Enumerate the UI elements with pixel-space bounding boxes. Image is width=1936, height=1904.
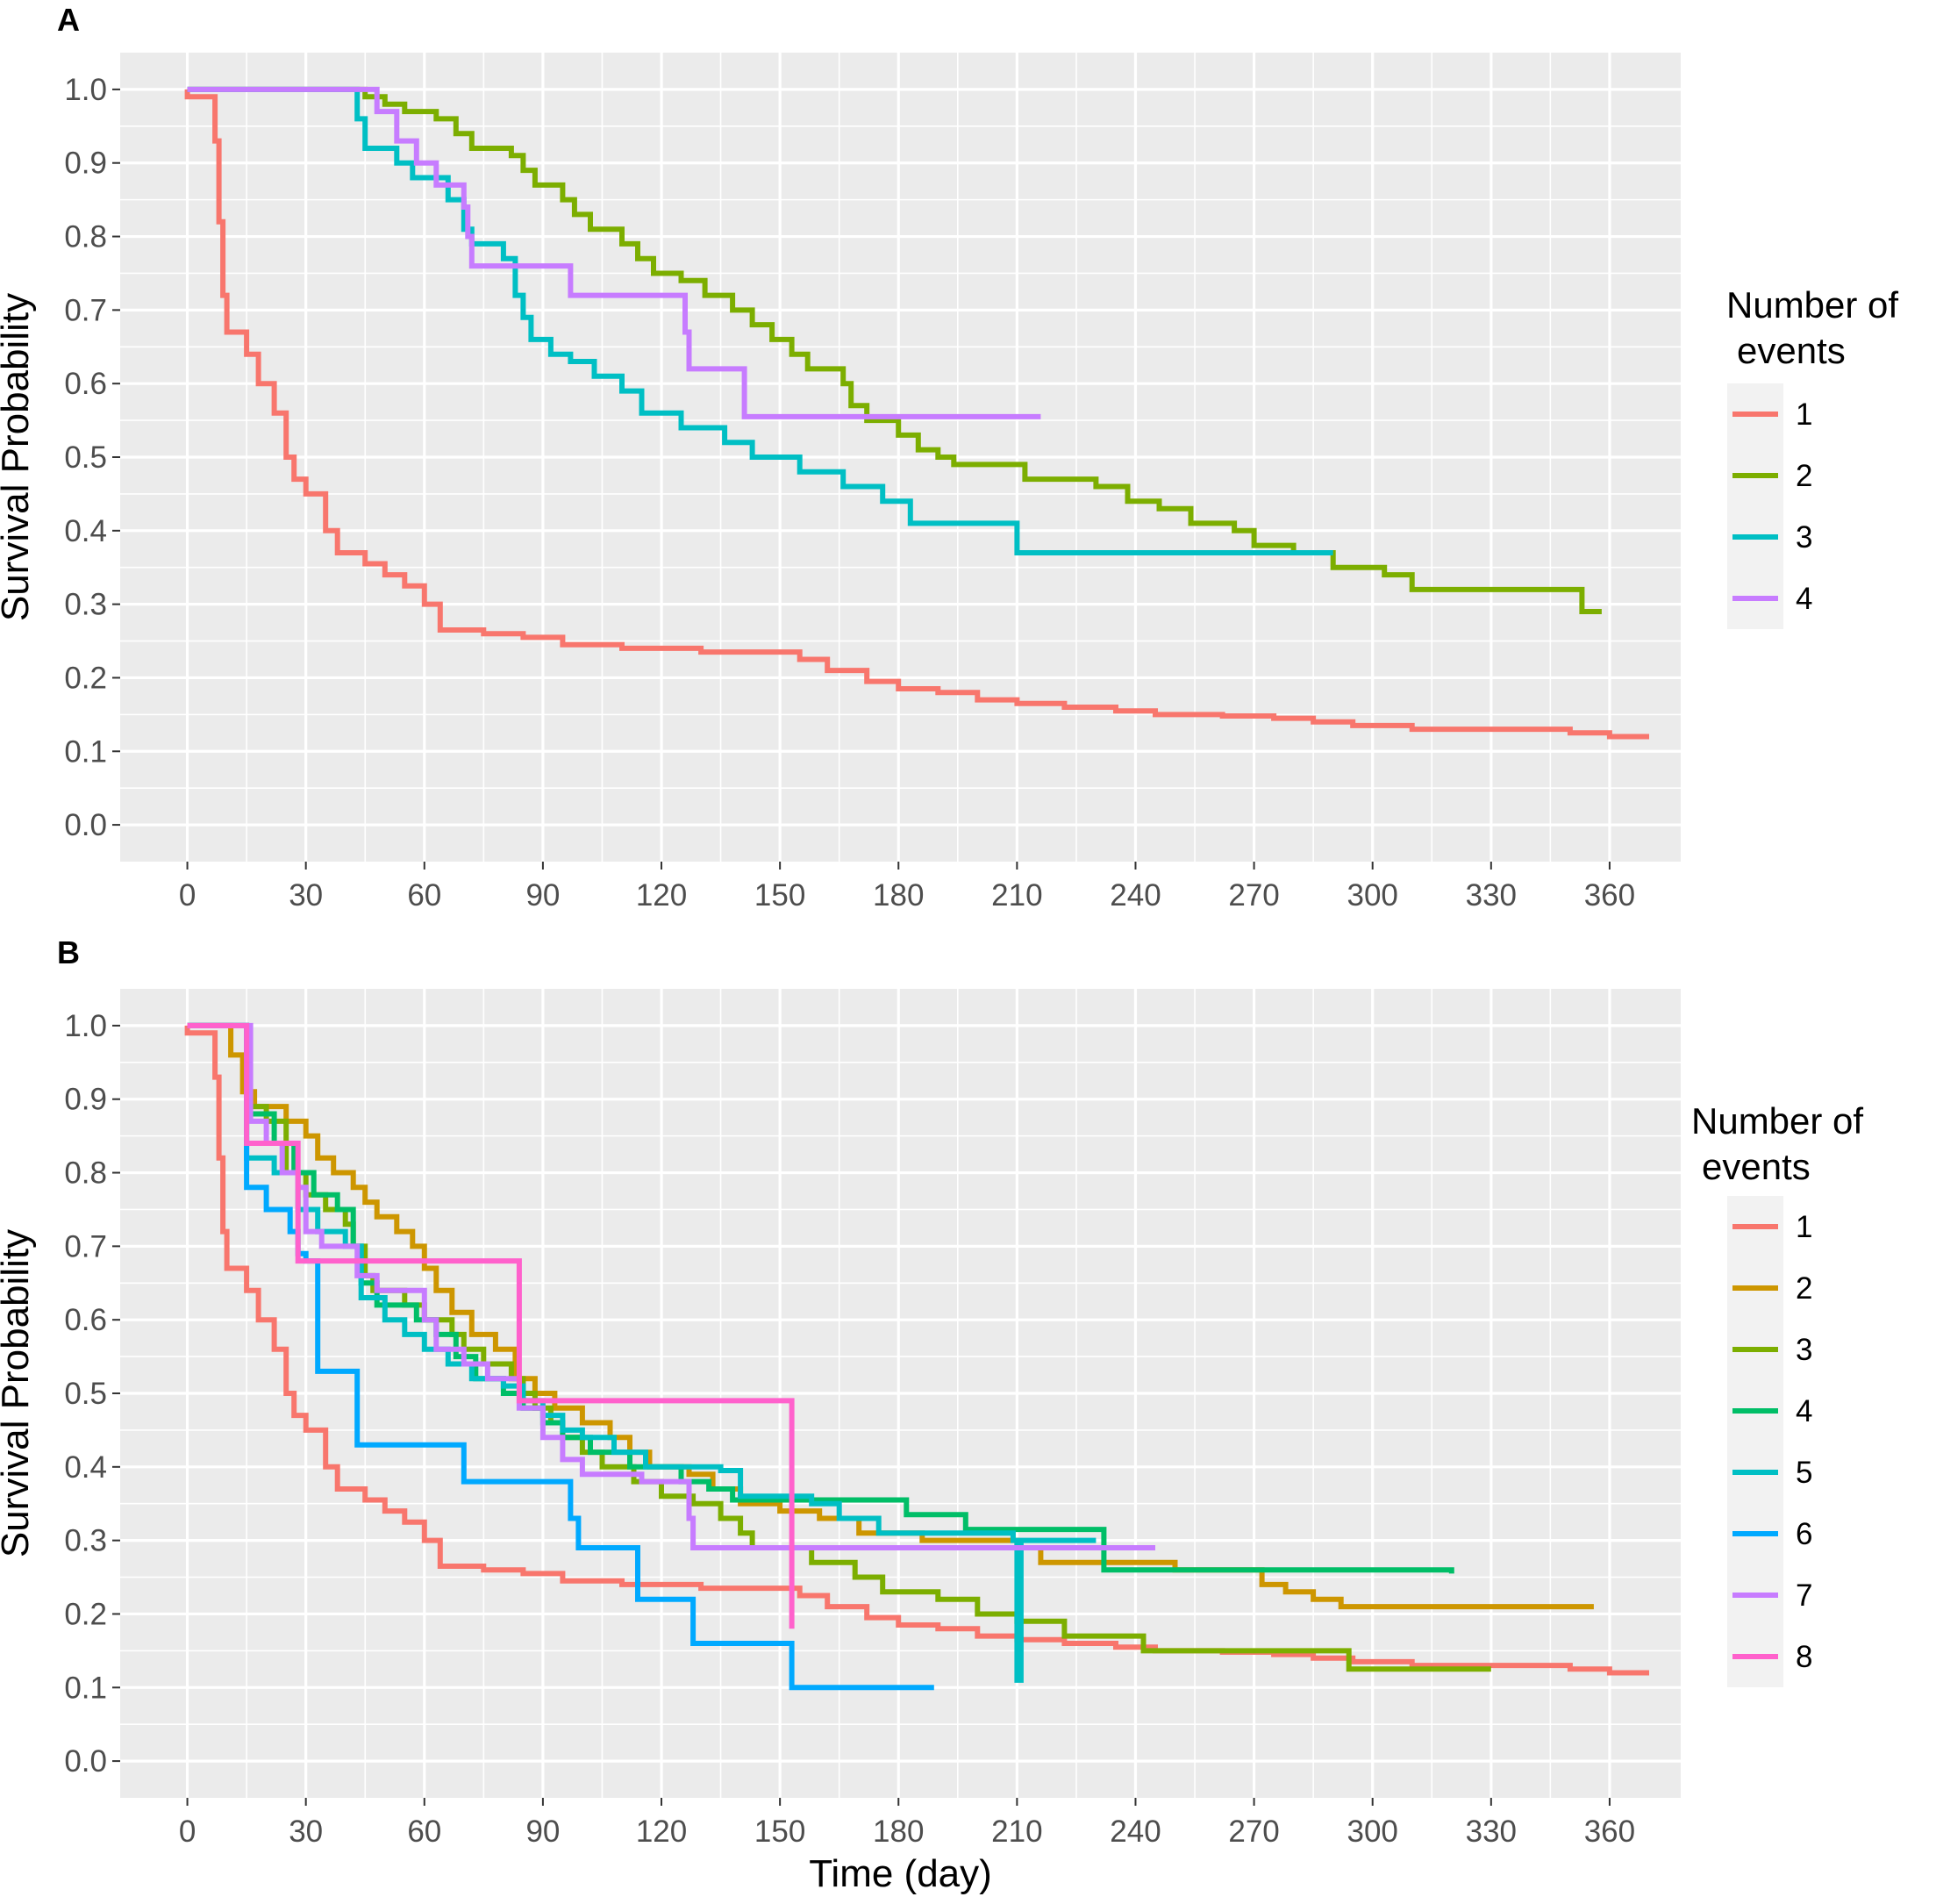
chart-panel-b: B 0 30 60 90 120 150 180 210 240 270 300 330 360 0.0 0.… (0, 934, 1863, 1895)
x-tick-label: 90 (525, 1815, 560, 1849)
x-tick-label: 360 (1584, 1815, 1635, 1849)
y-tick-label: 0.1 (64, 1671, 107, 1705)
x-tick-label: 180 (873, 878, 924, 913)
series-lines (184, 86, 1649, 740)
survival-curve-8 (187, 1022, 795, 1629)
y-axis-title: Survival Probability (0, 293, 37, 621)
y-tick-label: 0.7 (64, 293, 107, 327)
y-axis-title: Survival Probability (0, 1229, 37, 1557)
x-tick-label: 120 (636, 878, 687, 913)
x-tick-label: 60 (407, 1815, 441, 1849)
gridlines (120, 53, 1681, 862)
y-tick-label: 1.0 (64, 73, 107, 107)
chart-panel-a: A 0 30 60 90 120 150 180 210 240 270 300 330 360 0.0 0.… (0, 2, 1898, 913)
x-tick-label: 30 (289, 878, 323, 913)
x-tick-label: 210 (991, 1815, 1042, 1849)
panel-label: A (57, 2, 80, 38)
legend-label-6: 6 (1796, 1517, 1812, 1551)
y-tick-label: 0.9 (64, 1083, 107, 1117)
legend-label-3: 3 (1796, 1333, 1812, 1367)
legend-title: events (1702, 1146, 1811, 1187)
y-tick-label: 0.4 (64, 514, 107, 548)
y-tick-label: 0.3 (64, 1524, 107, 1558)
y-tick-label: 0.3 (64, 588, 107, 622)
y-tick-label: 0.6 (64, 367, 107, 401)
x-tick-label: 270 (1228, 878, 1279, 913)
x-tick-label: 240 (1110, 1815, 1161, 1849)
y-tick-label: 0.2 (64, 661, 107, 695)
y-tick-label: 0.2 (64, 1597, 107, 1631)
x-tick-label: 120 (636, 1815, 687, 1849)
survival-curve-6 (187, 1022, 934, 1691)
y-tick-label: 0.5 (64, 440, 107, 475)
y-tick-label: 0.8 (64, 1156, 107, 1191)
survival-curve-1 (184, 89, 1649, 740)
legend-label-4: 4 (1796, 1394, 1812, 1428)
y-tick-label: 0.0 (64, 808, 107, 842)
x-tick-label: 150 (754, 878, 805, 913)
legend-label-2: 2 (1796, 1271, 1812, 1306)
legend-label-1: 1 (1796, 397, 1812, 432)
legend-title: Number of (1726, 284, 1898, 326)
survival-curve-4 (187, 86, 1041, 419)
y-tick-label: 0.4 (64, 1450, 107, 1485)
legend-label-4: 4 (1796, 582, 1812, 616)
series-lines (184, 1022, 1649, 1691)
survival-curve-3 (187, 86, 1333, 555)
y-tick-label: 0.6 (64, 1303, 107, 1337)
y-tick-label: 0.0 (64, 1744, 107, 1779)
x-tick-label: 210 (991, 878, 1042, 913)
y-tick-label: 1.0 (64, 1009, 107, 1043)
x-tick-label: 330 (1466, 1815, 1517, 1849)
x-tick-label: 30 (289, 1815, 323, 1849)
legend-label-3: 3 (1796, 520, 1812, 555)
y-tick-label: 0.9 (64, 147, 107, 181)
x-tick-label: 60 (407, 878, 441, 913)
x-tick-label: 270 (1228, 1815, 1279, 1849)
legend-title: Number of (1691, 1100, 1863, 1142)
x-tick-label: 330 (1466, 878, 1517, 913)
x-tick-label: 0 (179, 878, 196, 913)
legend-title: events (1737, 330, 1846, 371)
x-tick-label: 150 (754, 1815, 805, 1849)
survival-curve-2 (187, 86, 1602, 614)
x-tick-label: 300 (1347, 1815, 1398, 1849)
y-tick-label: 0.7 (64, 1229, 107, 1263)
x-tick-label: 240 (1110, 878, 1161, 913)
x-axis-title: Time (day) (809, 1852, 992, 1895)
legend-label-7: 7 (1796, 1578, 1812, 1613)
x-tick-label: 300 (1347, 878, 1398, 913)
survival-curve-7 (187, 1022, 1155, 1550)
legend-label-8: 8 (1796, 1640, 1812, 1674)
y-tick-label: 0.1 (64, 734, 107, 769)
panel-label: B (57, 934, 80, 970)
legend-label-2: 2 (1796, 459, 1812, 493)
y-tick-label: 0.5 (64, 1377, 107, 1411)
legend-label-1: 1 (1796, 1210, 1812, 1244)
y-tick-label: 0.8 (64, 220, 107, 254)
x-tick-label: 180 (873, 1815, 924, 1849)
legend-label-5: 5 (1796, 1456, 1812, 1490)
x-tick-label: 90 (525, 878, 560, 913)
x-tick-label: 360 (1584, 878, 1635, 913)
x-tick-label: 0 (179, 1815, 196, 1849)
